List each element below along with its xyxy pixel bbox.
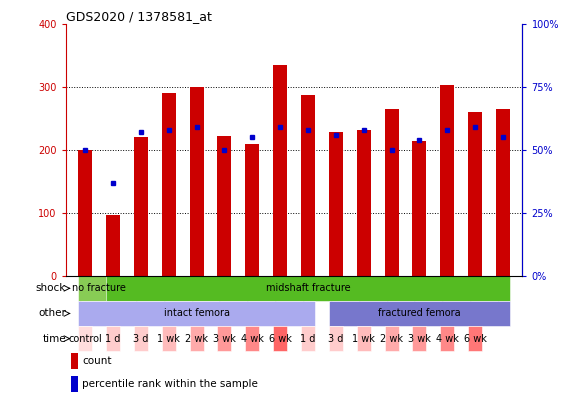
Text: midshaft fracture: midshaft fracture [266,284,350,293]
Bar [468,112,482,276]
Bar [106,215,120,276]
Bar [71,354,78,369]
Text: 1 wk: 1 wk [352,334,375,343]
Text: percentile rank within the sample: percentile rank within the sample [82,379,258,389]
Bar [218,326,231,351]
Text: 3 wk: 3 wk [213,334,236,343]
Text: 1 wk: 1 wk [157,334,180,343]
Bar [329,301,510,326]
Bar [440,326,454,351]
Bar [134,137,148,276]
Bar [412,141,427,276]
Text: 3 wk: 3 wk [408,334,431,343]
Text: fractured femora: fractured femora [378,309,461,318]
Bar [496,109,510,276]
Bar [412,326,427,351]
Text: no fracture: no fracture [72,284,126,293]
Text: count: count [82,356,111,366]
Bar [273,326,287,351]
Text: 3 d: 3 d [328,334,344,343]
Bar [218,136,231,276]
Text: intact femora: intact femora [163,309,230,318]
Text: 2 wk: 2 wk [185,334,208,343]
Bar [329,326,343,351]
Bar [385,109,399,276]
Text: 6 wk: 6 wk [269,334,292,343]
Text: 1 d: 1 d [300,334,316,343]
Bar [329,132,343,276]
Bar [468,326,482,351]
Bar [190,326,203,351]
Bar [162,326,176,351]
Bar [246,326,259,351]
Bar [106,276,510,301]
Bar [246,144,259,276]
Text: shock: shock [36,284,66,293]
Bar [440,85,454,276]
Text: control: control [69,334,102,343]
Bar [78,276,120,301]
Bar [78,326,92,351]
Bar [190,87,203,276]
Bar [134,326,148,351]
Bar [78,301,315,326]
Bar [162,94,176,276]
Bar [385,326,399,351]
Text: 4 wk: 4 wk [241,334,264,343]
Bar [301,326,315,351]
Text: 2 wk: 2 wk [380,334,403,343]
Text: other: other [38,309,66,318]
Bar [71,376,78,392]
Text: 1 d: 1 d [105,334,120,343]
Text: 6 wk: 6 wk [464,334,486,343]
Bar [78,150,92,276]
Text: GDS2020 / 1378581_at: GDS2020 / 1378581_at [66,10,211,23]
Text: time: time [43,334,66,343]
Bar [106,326,120,351]
Bar [301,95,315,276]
Text: 3 d: 3 d [133,334,148,343]
Bar [273,65,287,276]
Bar [357,130,371,276]
Text: 4 wk: 4 wk [436,334,459,343]
Bar [357,326,371,351]
